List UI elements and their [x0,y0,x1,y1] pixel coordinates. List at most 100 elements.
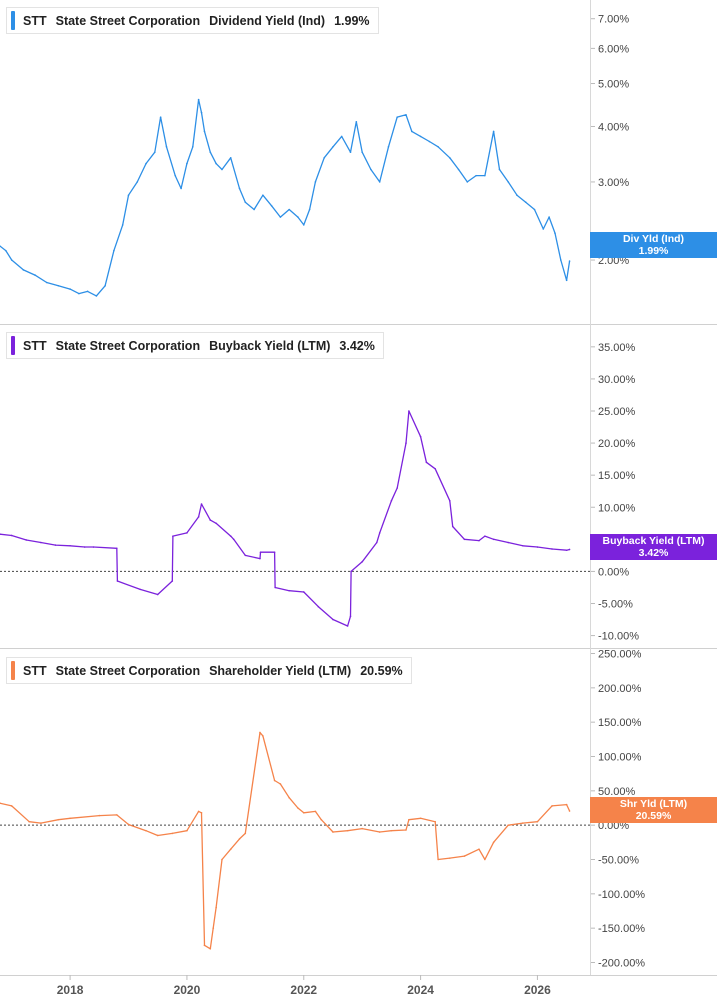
data-point [551,805,553,807]
data-point [40,541,42,544]
data-point [288,796,290,799]
data-point [297,216,299,218]
y-tick-label: 2.00% [598,255,629,267]
data-point [262,194,264,197]
data-point [95,295,98,297]
data-point [484,174,486,177]
y-tick-label: -150.00% [598,923,645,935]
data-point [215,162,217,165]
data-point [174,174,177,177]
data-point [92,546,95,548]
y-tick-label: -100.00% [598,889,645,901]
data-point [279,216,282,218]
data-point [229,535,232,537]
data-point [408,410,410,412]
data-point [463,538,466,541]
data-point [349,151,352,154]
data-point [428,140,431,143]
data-point [57,818,60,821]
data-point [419,435,422,438]
last-value-tag-dividend: Div Yld (Ind) 1.99% [590,232,717,258]
data-point [355,120,358,123]
tag-label: Buyback Yield (LTM) [602,535,705,547]
data-point [69,544,71,547]
legend-value: 3.42% [339,338,375,353]
x-tick-label: 2020 [174,983,201,997]
data-point [492,841,495,844]
y-tick-label: 30.00% [598,374,636,386]
data-point [565,803,568,806]
data-point [238,838,241,840]
data-point [262,735,264,737]
data-point [323,157,326,159]
data-point [522,822,524,824]
data-point [288,208,290,211]
data-point [116,547,118,550]
data-point [98,814,101,817]
y-tick-label: -5.00% [598,599,633,611]
y-tick-label: 0.00% [598,820,629,832]
data-point [78,292,80,295]
series-line [0,731,571,950]
data-point [332,618,334,621]
data-point [449,500,451,502]
tag-value: 3.42% [638,547,669,559]
series-swatch [11,336,15,355]
data-point [180,187,182,190]
y-tick-label: 0.00% [598,566,629,578]
data-point [273,551,276,553]
last-value-tag-shareholder: Shr Yld (LTM) 20.59% [590,797,717,823]
data-point [554,232,556,234]
data-point [200,503,203,505]
data-point [145,162,147,165]
data-point [172,535,174,537]
data-point [411,130,413,133]
data-point [378,532,381,534]
data-point [457,168,460,171]
data-point [54,544,57,546]
data-point [565,279,568,282]
y-tick-label: 200.00% [598,683,642,695]
data-point [437,858,439,861]
data-point [568,810,571,812]
data-point [396,487,399,489]
data-point [507,541,510,544]
data-point [314,181,317,183]
data-point [274,586,276,589]
data-point [451,525,454,528]
x-tick-label: 2026 [524,983,551,997]
tag-value: 1.99% [638,245,669,257]
data-point [69,288,71,290]
data-point [116,814,118,816]
y-tick-label: 150.00% [598,717,642,729]
data-point [83,546,86,548]
data-point [116,580,119,582]
data-point [332,146,334,148]
data-point [203,130,206,133]
data-point [419,817,422,820]
data-point [405,442,407,444]
y-tick-label: -50.00% [598,855,639,867]
legend-metric: Dividend Yield (Ind) [209,13,326,28]
data-point [314,810,317,813]
data-point [478,848,480,851]
data-point [548,216,550,218]
data-point [5,249,7,252]
series-swatch [11,11,15,30]
data-point [145,829,147,832]
data-point [171,580,174,582]
data-point [559,259,562,261]
data-point [10,259,13,261]
data-point [390,500,393,502]
data-point [203,944,206,947]
data-point [244,832,247,835]
data-point [507,181,510,183]
data-point [139,588,141,591]
data-point [104,284,106,287]
y-tick-label: 20.00% [598,438,636,450]
data-point [197,810,200,813]
data-point [317,605,320,608]
data-point [259,731,261,734]
data-point [361,151,363,154]
last-value-tag-buyback: Buyback Yield (LTM) 3.42% [590,534,717,560]
